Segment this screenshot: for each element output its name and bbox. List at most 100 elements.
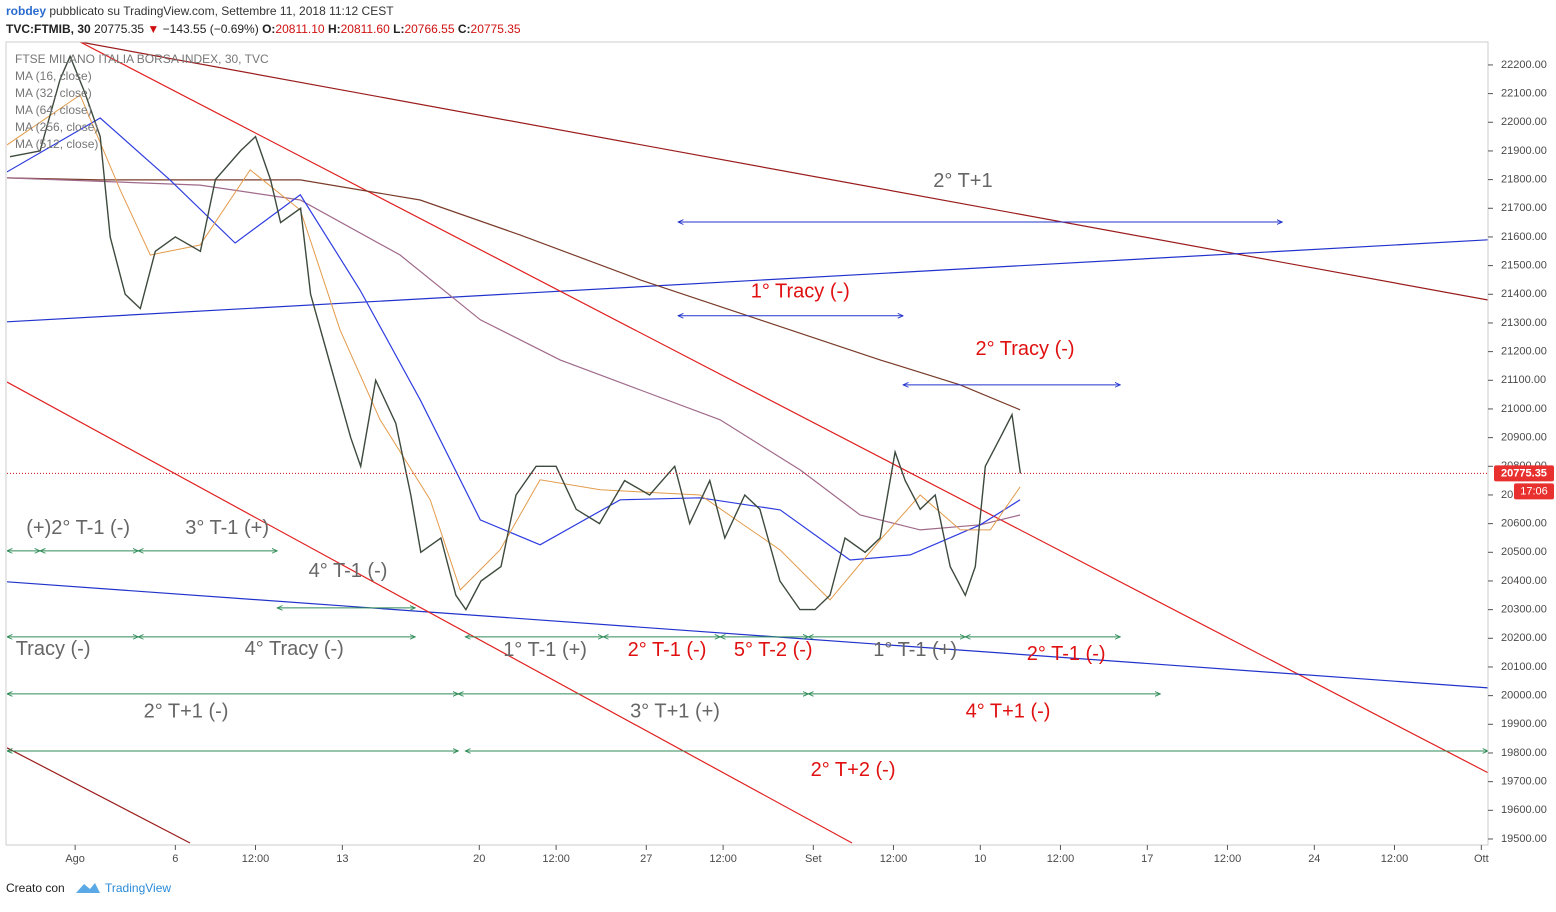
trend-line: [7, 381, 853, 844]
x-tick-label: 20: [473, 853, 485, 865]
y-tick-label: 20000.00: [1501, 690, 1547, 702]
trend-line: [80, 42, 1488, 301]
annotation: 1° Tracy (-): [751, 280, 850, 302]
x-tick-label: 17: [1141, 853, 1153, 865]
annotation: Tracy (-): [16, 638, 91, 660]
legend-item: MA (32, close): [15, 86, 92, 100]
countdown: 17:06: [1520, 485, 1548, 497]
annotation: 2° T-1 (-): [1027, 643, 1106, 665]
annotation: 1° T-1 (+): [503, 639, 587, 661]
x-tick-label: 12:00: [542, 853, 570, 865]
y-tick-label: 21100.00: [1501, 374, 1546, 386]
high-label: H:: [328, 22, 341, 36]
legend-item: MA (16, close): [15, 69, 92, 83]
x-tick-label: 12:00: [1214, 853, 1242, 865]
last-price-box: [1494, 465, 1554, 482]
footer: Creato con TradingView: [6, 881, 171, 895]
y-tick-label: 21900.00: [1501, 145, 1547, 157]
y-tick-label: 21500.00: [1501, 260, 1547, 272]
legend-item: MA (512, close): [15, 137, 98, 151]
annotation: 5° T-2 (-): [734, 639, 813, 661]
y-tick-label: 21300.00: [1501, 317, 1547, 329]
change: −143.55 (−0.69%): [163, 22, 259, 36]
annotation: 4° Tracy (-): [245, 638, 344, 660]
x-tick-label: 13: [336, 853, 348, 865]
annotation: 2° T+2 (-): [811, 759, 896, 781]
countdown-box: [1514, 483, 1554, 500]
down-icon: ▼: [147, 22, 159, 36]
x-tick-label: 24: [1308, 853, 1320, 865]
x-tick-label: Set: [805, 853, 822, 865]
annotation: 3° T+1 (+): [630, 700, 720, 722]
open: 20811.10: [275, 22, 324, 36]
y-tick-label: 21400.00: [1501, 288, 1547, 300]
author[interactable]: robdey: [6, 4, 46, 18]
legend-item: MA (64, close): [15, 103, 92, 117]
last-price-label: 20775.35: [1501, 467, 1547, 479]
header-line: robdey pubblicato su TradingView.com, Se…: [6, 4, 394, 18]
y-tick-label: 19900.00: [1501, 718, 1547, 730]
y-tick-label: 22000.00: [1501, 116, 1547, 128]
plot-area: 2° T+1 1° Tracy (-) 2° Tracy (-) (+)2° T-1 …: [7, 42, 1488, 844]
legend-item: MA (256, close): [15, 120, 98, 134]
y-tick-label: 21000.00: [1501, 403, 1547, 415]
plot-frame: [5, 41, 1489, 846]
y-tick-label: 20100.00: [1501, 661, 1547, 673]
trend-line: [7, 747, 191, 844]
y-tick-label: 21800.00: [1501, 174, 1547, 186]
x-tick-label: 12:00: [709, 853, 737, 865]
trend-line: [79, 42, 1488, 774]
legend-title: FTSE MILANO ITALIA BORSA INDEX, 30, TVC: [15, 52, 269, 66]
x-tick-label: 12:00: [1381, 853, 1409, 865]
y-tick-label: 20900.00: [1501, 432, 1547, 444]
y-tick-label: 22200.00: [1501, 59, 1547, 71]
annotation: 2° T+1: [933, 170, 992, 192]
y-tick-label: 19800.00: [1501, 747, 1547, 759]
y-tick-label: 20400.00: [1501, 575, 1547, 587]
close: 20775.35: [471, 22, 521, 36]
symbol: TVC:FTMIB, 30: [6, 22, 91, 36]
annotation: 1° T-1 (+): [873, 639, 957, 661]
annotation: 2° T+1 (-): [144, 700, 229, 722]
x-tick-label: 27: [640, 853, 652, 865]
y-tick-label: 21700.00: [1501, 202, 1547, 214]
annotation: (+)2° T-1 (-): [26, 517, 130, 539]
series-line: [9, 54, 1022, 611]
x-tick-label: 6: [172, 853, 178, 865]
x-tick-label: 10: [974, 853, 986, 865]
low-label: L:: [393, 22, 404, 36]
x-tick-label: 12:00: [242, 853, 270, 865]
price: 20775.35: [94, 22, 144, 36]
symbol-line: TVC:FTMIB, 30 20775.35 ▼ −143.55 (−0.69%…: [6, 22, 521, 36]
close-label: C:: [458, 22, 471, 36]
brand[interactable]: TradingView: [105, 881, 171, 895]
annotation: 3° T-1 (+): [185, 517, 269, 539]
y-tick-label: 20300.00: [1501, 604, 1547, 616]
x-tick-label: 12:00: [880, 853, 908, 865]
annotation: 4° T-1 (-): [309, 560, 388, 582]
y-tick-label: 19600.00: [1501, 804, 1547, 816]
brand-logo: [76, 883, 100, 893]
published: pubblicato su TradingView.com, Settembre…: [49, 4, 394, 18]
annotation: 4° T+1 (-): [966, 700, 1051, 722]
y-tick-label: 22100.00: [1501, 88, 1547, 100]
y-tick-label: 19700.00: [1501, 776, 1547, 788]
high: 20811.60: [341, 22, 390, 36]
y-tick-label: 20600.00: [1501, 518, 1547, 530]
made-with: Creato con: [6, 881, 65, 895]
y-tick-label: 21200.00: [1501, 346, 1547, 358]
y-tick-label: 20200.00: [1501, 632, 1547, 644]
trend-line: [7, 239, 1488, 323]
series-line: [7, 94, 1021, 601]
x-tick-label: 12:00: [1047, 853, 1075, 865]
y-tick-label: 19500.00: [1501, 833, 1547, 845]
open-label: O:: [262, 22, 275, 36]
annotation: 2° T-1 (-): [628, 639, 707, 661]
x-tick-label: Ott: [1474, 853, 1489, 865]
x-tick-label: Ago: [65, 853, 85, 865]
series-line: [7, 177, 1021, 411]
legend: FTSE MILANO ITALIA BORSA INDEX, 30, TVC …: [15, 52, 269, 151]
y-tick-label: 21600.00: [1501, 231, 1547, 243]
